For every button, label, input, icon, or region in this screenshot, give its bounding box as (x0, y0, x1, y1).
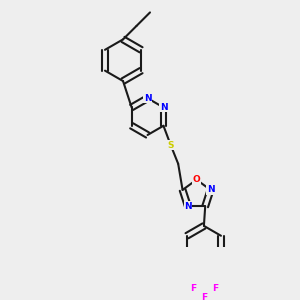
Text: F: F (201, 292, 207, 300)
Text: F: F (212, 284, 218, 293)
Text: N: N (144, 94, 152, 103)
Text: N: N (207, 185, 214, 194)
Text: N: N (184, 202, 192, 211)
Text: S: S (168, 141, 174, 150)
Text: O: O (193, 175, 200, 184)
Text: F: F (190, 284, 196, 293)
Text: N: N (160, 103, 167, 112)
